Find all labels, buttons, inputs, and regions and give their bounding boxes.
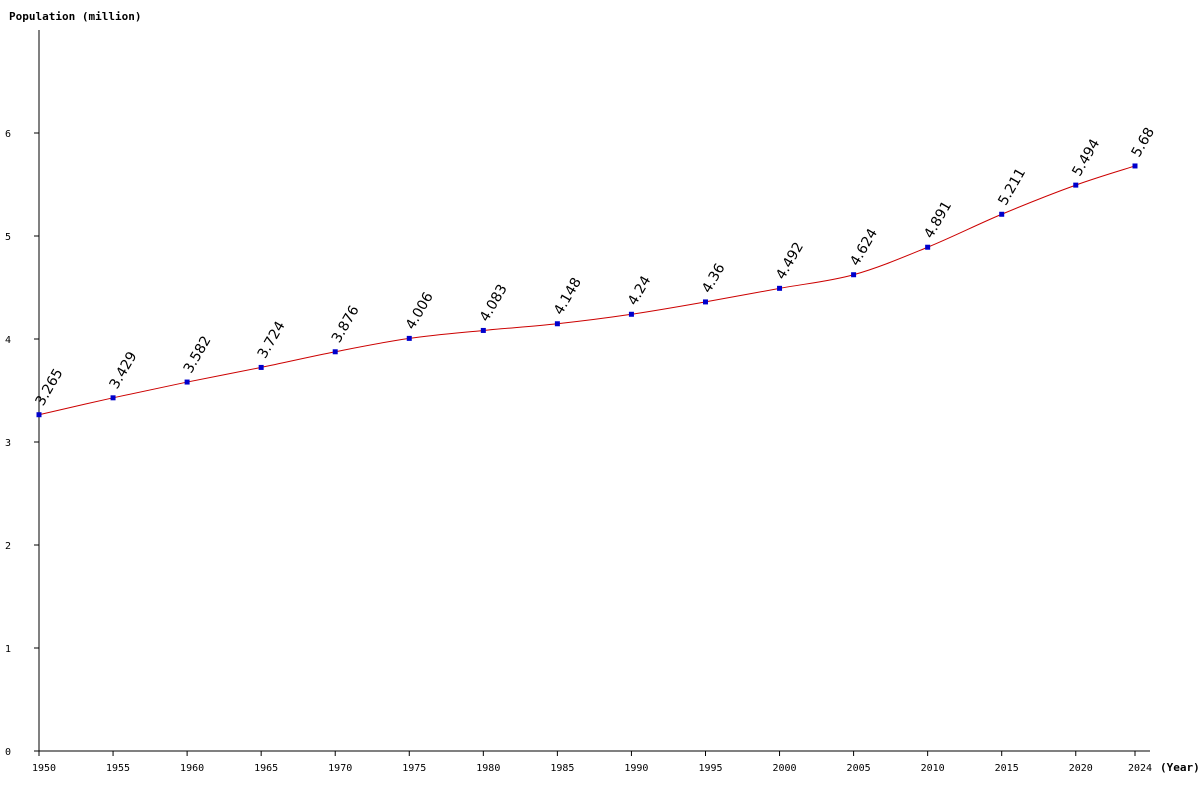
y-ticks: 0 1 2 3 4 5 6 — [5, 129, 39, 758]
x-tick-label: 2015 — [995, 763, 1019, 774]
y-tick-label: 5 — [5, 232, 11, 243]
data-point — [999, 211, 1005, 217]
y-tick-label: 3 — [5, 438, 11, 449]
data-point — [480, 327, 486, 333]
x-tick-label: 1985 — [550, 763, 574, 774]
x-tick-label: 1970 — [328, 763, 352, 774]
data-point — [777, 285, 783, 291]
x-tick-label: 1980 — [476, 763, 500, 774]
y-tick-label: 6 — [5, 129, 11, 140]
data-label: 4.083 — [477, 282, 511, 325]
data-label: 3.429 — [107, 349, 141, 392]
y-tick-label: 1 — [5, 644, 11, 655]
data-point — [702, 299, 708, 305]
y-tick-label: 0 — [5, 747, 11, 758]
data-point — [925, 244, 931, 250]
data-point — [332, 349, 338, 355]
data-point — [851, 272, 857, 278]
x-tick-label: 2024 — [1128, 763, 1152, 774]
data-point — [184, 379, 190, 385]
data-label: 5.211 — [995, 166, 1029, 209]
x-tick-label: 2000 — [772, 763, 796, 774]
data-point — [406, 335, 412, 341]
x-axis-title: (Year) — [1160, 761, 1200, 774]
y-tick-label: 4 — [5, 335, 11, 346]
data-label: 5.494 — [1069, 136, 1103, 179]
x-tick-label: 1950 — [32, 763, 56, 774]
x-tick-label: 2010 — [921, 763, 945, 774]
data-label: 3.265 — [33, 366, 67, 409]
data-point — [36, 412, 42, 418]
x-tick-label: 2020 — [1069, 763, 1093, 774]
data-label: 4.006 — [403, 290, 437, 333]
x-tick-label: 1965 — [254, 763, 278, 774]
data-label: 4.24 — [625, 273, 654, 308]
data-label: 5.68 — [1129, 125, 1158, 160]
x-tick-label: 1975 — [402, 763, 426, 774]
data-label: 3.582 — [181, 333, 215, 376]
x-tick-label: 2005 — [847, 763, 871, 774]
data-label: 3.876 — [329, 303, 363, 346]
data-point — [628, 311, 634, 317]
x-tick-label: 1960 — [180, 763, 204, 774]
series-group: 3.265 3.429 3.582 3.724 3.876 4.006 4.083 4.148… — [33, 125, 1158, 418]
y-tick-label: 2 — [5, 541, 11, 552]
series-line — [38, 165, 1136, 416]
data-label: 4.148 — [551, 275, 585, 318]
x-tick-label: 1995 — [698, 763, 722, 774]
data-label: 4.891 — [921, 199, 955, 242]
data-label: 3.724 — [255, 319, 289, 362]
data-point — [110, 395, 116, 401]
data-point — [554, 321, 560, 327]
y-axis-title: Population (million) — [9, 10, 141, 23]
data-point — [1132, 163, 1138, 169]
data-label: 4.492 — [773, 240, 807, 283]
x-ticks: 1950 1955 1960 1965 1970 1975 1980 1985 1990 1995… — [32, 751, 1152, 774]
data-point — [1073, 182, 1079, 188]
data-point — [258, 364, 264, 370]
data-label: 4.624 — [847, 226, 881, 269]
x-tick-label: 1955 — [106, 763, 130, 774]
data-label: 4.36 — [699, 261, 728, 296]
x-tick-label: 1990 — [624, 763, 648, 774]
